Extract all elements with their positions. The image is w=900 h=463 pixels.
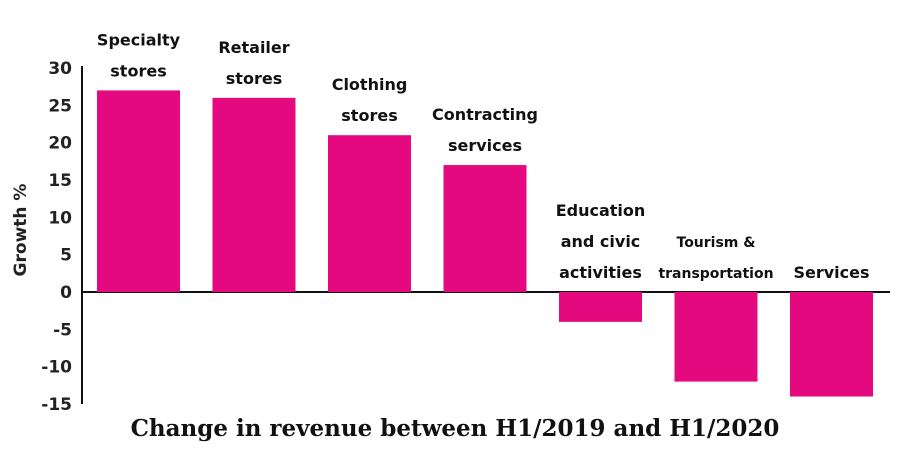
- y-tick-label: -10: [41, 358, 72, 378]
- bar: [212, 97, 296, 292]
- category-label-line: Retailer: [218, 38, 289, 57]
- bar: [443, 165, 527, 292]
- category-label-line: stores: [226, 69, 282, 88]
- y-tick-label: 10: [48, 208, 72, 228]
- category-label-line: transportation: [658, 266, 773, 282]
- category-label-line: Tourism &: [677, 235, 756, 251]
- x-axis-title: Change in revenue between H1/2019 and H1…: [131, 415, 780, 442]
- y-tick-label: 30: [48, 59, 72, 79]
- category-label-line: Clothing: [332, 75, 408, 94]
- bar: [559, 292, 642, 322]
- category-label: Contracting services: [432, 105, 538, 155]
- category-label-line: stores: [341, 106, 397, 125]
- bar: [674, 292, 758, 382]
- y-tick-label: 15: [48, 171, 72, 191]
- y-tick-label: 25: [48, 96, 72, 116]
- category-label-group: Specialty stores Retailer stores Clothing sto…: [97, 30, 870, 282]
- y-tick-label: -5: [53, 320, 72, 340]
- category-label-line: Services: [793, 263, 869, 282]
- category-label: Education and civic activities: [556, 201, 646, 282]
- category-label-line: Contracting: [432, 105, 538, 124]
- category-label: Clothing stores: [332, 75, 408, 125]
- y-tick-label: 20: [48, 134, 72, 154]
- category-label: Retailer stores: [218, 38, 289, 88]
- bar: [790, 292, 873, 397]
- category-label-line: services: [448, 136, 522, 155]
- y-axis-title: Growth %: [11, 184, 31, 277]
- y-tick-group: 30 25 20 15 10 5 0 -5 -10 -15: [41, 59, 72, 415]
- bar-group: [97, 90, 873, 397]
- category-label: Specialty stores: [97, 30, 181, 80]
- category-label-line: Specialty: [97, 30, 181, 49]
- category-label-line: Education: [556, 201, 646, 220]
- category-label-line: and civic: [561, 232, 641, 251]
- y-tick-label: 0: [60, 283, 72, 303]
- category-label-line: activities: [559, 263, 642, 282]
- bar: [328, 135, 411, 292]
- category-label: Tourism & transportation: [658, 235, 773, 282]
- y-tick-label: 5: [60, 246, 72, 266]
- category-label: Services: [793, 263, 869, 282]
- category-label-line: stores: [110, 61, 166, 80]
- y-tick-label: -15: [41, 395, 72, 415]
- bar: [97, 90, 180, 293]
